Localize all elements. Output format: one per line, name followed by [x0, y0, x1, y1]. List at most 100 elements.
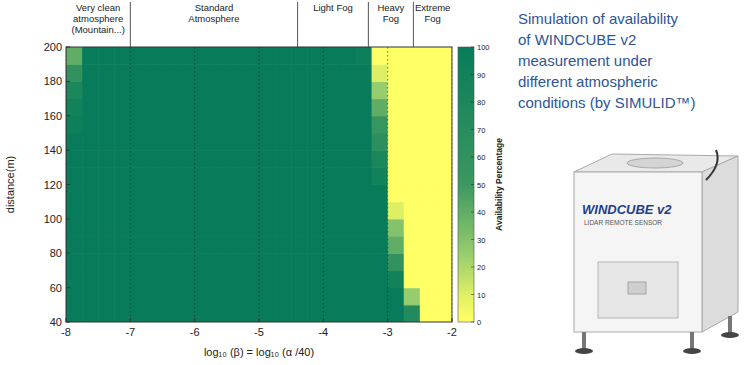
heat-cell	[291, 47, 308, 65]
heat-cell	[275, 99, 292, 117]
heat-cell	[339, 270, 356, 288]
y-tick	[66, 253, 70, 254]
heat-cell	[323, 133, 340, 151]
heat-cell	[163, 99, 180, 117]
heat-cell	[243, 116, 260, 134]
heat-cell	[323, 99, 340, 117]
x-tick-label: -5	[254, 326, 264, 338]
heat-cell	[436, 64, 452, 82]
heat-cell	[66, 81, 83, 99]
heat-cell	[356, 202, 373, 220]
heat-cell	[339, 116, 356, 134]
heat-cell	[243, 305, 260, 322]
y-tick-label: 80	[50, 247, 62, 259]
heat-cell	[356, 253, 373, 271]
colorbar-tick-label: 90	[477, 71, 485, 80]
heat-cell	[82, 270, 99, 288]
heat-cell	[420, 305, 437, 322]
heat-cell	[211, 133, 228, 151]
heat-cell	[291, 288, 308, 306]
heat-cell	[356, 219, 373, 237]
heat-cell	[339, 288, 356, 306]
heat-cell	[388, 185, 405, 203]
heat-cell	[114, 133, 131, 151]
heat-cell	[130, 253, 147, 271]
heat-cell	[179, 305, 196, 322]
device-illustration: WINDCUBE v2LIDAR REMOTE SENSOR	[574, 150, 739, 354]
heat-cell	[372, 150, 389, 168]
heat-cell	[420, 99, 437, 117]
heat-cell	[211, 202, 228, 220]
heat-cell	[436, 185, 452, 203]
region-boundary	[413, 2, 414, 47]
heat-cell	[243, 202, 260, 220]
heat-cell	[82, 99, 99, 117]
heat-cell	[372, 305, 389, 322]
colorbar-tick-label: 50	[477, 181, 485, 190]
heat-cell	[291, 305, 308, 322]
heat-cell	[388, 305, 405, 322]
colorbar-tick	[471, 74, 474, 75]
heat-cell	[275, 81, 292, 99]
heat-cell	[211, 219, 228, 237]
heat-cell	[82, 150, 99, 168]
heat-cell	[163, 81, 180, 99]
heat-cell	[307, 150, 324, 168]
heat-cell	[130, 288, 147, 306]
device-foot	[683, 348, 701, 354]
heat-cell	[372, 167, 389, 185]
colorbar-tick-label: 40	[477, 208, 485, 217]
colorbar-tick	[471, 212, 474, 213]
heat-cell	[259, 236, 276, 254]
heat-cell	[195, 270, 212, 288]
heat-cell	[291, 253, 308, 271]
heat-cell	[146, 64, 163, 82]
y-tick	[66, 322, 70, 323]
heat-cell	[259, 288, 276, 306]
x-tick	[259, 318, 260, 322]
heat-cell	[323, 81, 340, 99]
heat-cell	[372, 133, 389, 151]
heat-cell	[243, 253, 260, 271]
title-line: conditions (by SIMULID™)	[518, 94, 696, 111]
title-line: measurement under	[518, 52, 652, 69]
heat-cell	[404, 253, 421, 271]
x-tick-label: -4	[318, 326, 328, 338]
heat-cell	[163, 305, 180, 322]
y-tick	[66, 115, 70, 116]
heat-cell	[404, 270, 421, 288]
region-label: Atmosphere	[188, 13, 239, 24]
device-subtitle: LIDAR REMOTE SENSOR	[584, 219, 662, 226]
heat-cell	[179, 133, 196, 151]
heat-cell	[356, 47, 373, 65]
x-tick-label: -2	[447, 326, 457, 338]
heat-cell	[404, 81, 421, 99]
heat-cell	[195, 99, 212, 117]
heat-cell	[388, 64, 405, 82]
heat-cell	[420, 116, 437, 134]
heat-cell	[356, 81, 373, 99]
y-tick-label: 60	[50, 282, 62, 294]
heat-cell	[211, 167, 228, 185]
heat-cell	[388, 116, 405, 134]
device-foot	[721, 332, 739, 338]
heat-cell	[356, 236, 373, 254]
heat-cell	[227, 150, 244, 168]
heat-cell	[179, 185, 196, 203]
heat-cell	[66, 305, 83, 322]
colorbar-tick-label: 70	[477, 126, 485, 135]
heat-cell	[98, 64, 115, 82]
heat-cell	[179, 253, 196, 271]
heat-cell	[179, 150, 196, 168]
heat-cell	[114, 150, 131, 168]
heat-cell	[211, 150, 228, 168]
heat-cell	[227, 288, 244, 306]
heat-cell	[227, 81, 244, 99]
heat-cell	[307, 270, 324, 288]
region-label: atmosphere	[73, 13, 123, 24]
heat-cell	[436, 150, 452, 168]
colorbar-tick	[471, 102, 474, 103]
x-tick	[452, 318, 453, 322]
x-tick-label: -7	[125, 326, 135, 338]
heat-cell	[372, 253, 389, 271]
